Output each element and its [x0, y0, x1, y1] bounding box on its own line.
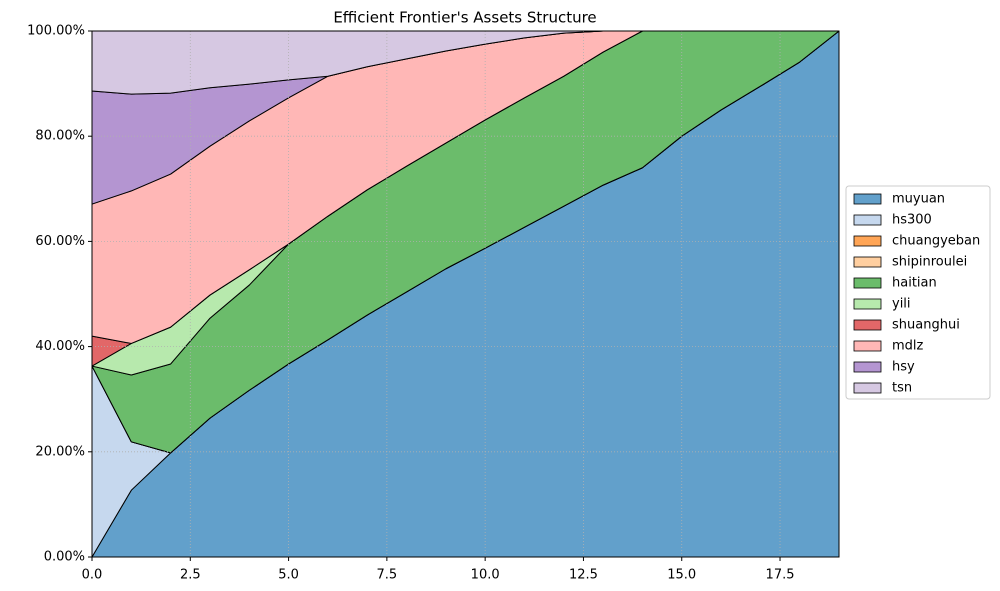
y-tick-label: 60.00% [35, 234, 85, 249]
legend-swatch [853, 214, 882, 226]
legend-label: haitian [892, 276, 937, 291]
x-tick-label: 2.5 [180, 568, 201, 583]
legend-swatch [853, 319, 882, 331]
legend-box [845, 185, 991, 400]
y-tick-label: 100.00% [27, 24, 85, 39]
y-tick-label: 0.00% [44, 550, 85, 565]
chart-title: Efficient Frontier's Assets Structure [333, 9, 596, 27]
legend-label: mdlz [892, 339, 924, 354]
legend-label: chuangyeban [892, 234, 980, 249]
legend-swatch [853, 361, 882, 373]
legend-swatch [853, 193, 882, 205]
legend-label: shuanghui [892, 318, 960, 333]
y-tick-label: 80.00% [35, 129, 85, 144]
legend-swatch [853, 235, 882, 247]
y-tick-label: 40.00% [35, 339, 85, 354]
x-tick-label: 0.0 [82, 568, 103, 583]
legend-label: muyuan [892, 192, 945, 207]
legend-label: tsn [892, 381, 912, 396]
legend-swatch [853, 298, 882, 310]
x-tick-label: 10.0 [471, 568, 500, 583]
legend-label: hsy [892, 360, 915, 375]
x-tick-label: 15.0 [667, 568, 696, 583]
legend-label: yili [892, 297, 911, 312]
x-tick-label: 12.5 [569, 568, 598, 583]
y-tick-label: 20.00% [35, 444, 85, 459]
plot-frame [91, 30, 840, 558]
x-tick-label: 5.0 [278, 568, 299, 583]
x-tick-label: 7.5 [377, 568, 398, 583]
legend-label: hs300 [892, 213, 932, 228]
legend-swatch [853, 382, 882, 394]
legend-swatch [853, 340, 882, 352]
legend-label: shipinroulei [892, 255, 967, 270]
x-tick-label: 17.5 [766, 568, 795, 583]
legend-swatch [853, 277, 882, 289]
legend-swatch [853, 256, 882, 268]
